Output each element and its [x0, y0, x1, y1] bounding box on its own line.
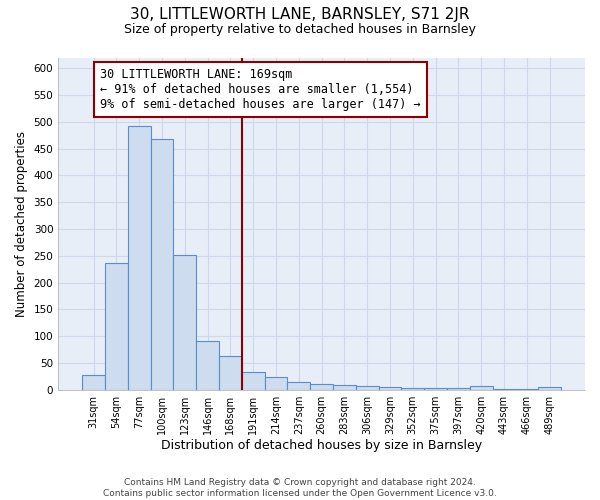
Y-axis label: Number of detached properties: Number of detached properties — [15, 130, 28, 316]
Text: 30, LITTLEWORTH LANE, BARNSLEY, S71 2JR: 30, LITTLEWORTH LANE, BARNSLEY, S71 2JR — [130, 8, 470, 22]
X-axis label: Distribution of detached houses by size in Barnsley: Distribution of detached houses by size … — [161, 440, 482, 452]
Bar — [151, 139, 173, 390]
Bar — [82, 375, 105, 390]
Bar — [333, 386, 356, 390]
Bar — [447, 388, 470, 390]
Bar — [424, 388, 447, 390]
Text: Size of property relative to detached houses in Barnsley: Size of property relative to detached ho… — [124, 22, 476, 36]
Bar — [538, 387, 561, 390]
Bar — [242, 372, 265, 390]
Bar — [493, 388, 515, 390]
Bar — [515, 388, 538, 390]
Text: 30 LITTLEWORTH LANE: 169sqm
← 91% of detached houses are smaller (1,554)
9% of s: 30 LITTLEWORTH LANE: 169sqm ← 91% of det… — [100, 68, 421, 111]
Text: Contains HM Land Registry data © Crown copyright and database right 2024.
Contai: Contains HM Land Registry data © Crown c… — [103, 478, 497, 498]
Bar — [310, 384, 333, 390]
Bar — [379, 387, 401, 390]
Bar — [196, 342, 219, 390]
Bar — [287, 382, 310, 390]
Bar — [470, 386, 493, 390]
Bar — [128, 126, 151, 390]
Bar — [219, 356, 242, 390]
Bar — [356, 386, 379, 390]
Bar — [265, 377, 287, 390]
Bar — [173, 254, 196, 390]
Bar — [105, 262, 128, 390]
Bar — [401, 388, 424, 390]
